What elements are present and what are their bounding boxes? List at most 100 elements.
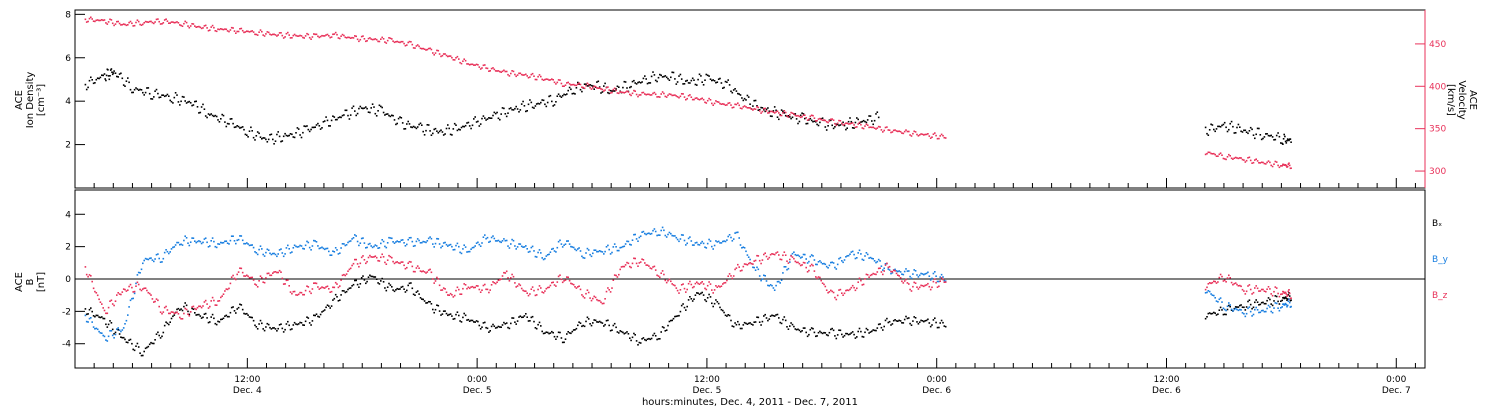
b-point-B_z (738, 266, 740, 268)
b-point-Bₓ (568, 332, 571, 334)
b-point-B_z (497, 279, 500, 282)
b-point-B_z (541, 291, 543, 293)
density-point (453, 122, 456, 125)
velocity-tick-label: 350 (1429, 125, 1446, 135)
b-point-B_y (717, 240, 720, 243)
b-point-B_z (722, 283, 724, 285)
b-point-B_z (882, 273, 884, 276)
b-point-B_z (815, 276, 817, 278)
b-point-B_z (597, 299, 600, 302)
b-point-B_y (146, 258, 148, 260)
b-point-Bₓ (708, 293, 710, 296)
b-point-B_z (575, 287, 578, 289)
b-point-B_z (125, 290, 128, 292)
b-point-B_z (660, 272, 662, 274)
b-point-Bₓ (144, 347, 147, 350)
density-point (738, 93, 740, 95)
b-point-B_y (787, 267, 790, 270)
b-point-B_z (553, 284, 556, 286)
b-point-Bₓ (419, 297, 422, 299)
b-point-Bₓ (330, 305, 333, 307)
velocity-point (270, 34, 273, 36)
b-point-Bₓ (821, 332, 824, 335)
density-point (90, 76, 92, 79)
density-point (111, 73, 114, 76)
density-point (745, 99, 747, 101)
b-point-B_y (489, 240, 491, 243)
b-point-B_y (739, 244, 742, 246)
b-point-B_z (486, 288, 489, 291)
b-point-B_y (579, 250, 582, 252)
b-point-Bₓ (719, 306, 721, 309)
density-point (761, 107, 764, 109)
b-point-B_z (466, 287, 468, 290)
b-point-B_y (918, 274, 921, 277)
density-point (832, 127, 835, 130)
b-point-B_z (613, 274, 616, 276)
b-point-Bₓ (1256, 301, 1259, 303)
density-point (344, 109, 347, 112)
b-point-B_y (277, 253, 279, 255)
b-point-B_z (98, 298, 100, 301)
b-point-Bₓ (92, 315, 95, 317)
density-point (132, 91, 134, 94)
b-point-B_z (410, 261, 412, 263)
b-point-Bₓ (117, 329, 119, 331)
b-point-B_z (170, 311, 173, 313)
b-point-B_y (597, 250, 600, 253)
b-point-B_z (1263, 290, 1266, 292)
b-point-B_y (839, 256, 842, 259)
b-point-Bₓ (934, 317, 936, 319)
density-point (334, 118, 337, 121)
b-point-Bₓ (613, 322, 616, 325)
velocity-point (601, 88, 604, 91)
density-point (780, 109, 783, 111)
density-point (113, 70, 115, 72)
velocity-point (330, 36, 333, 38)
b-point-B_y (1287, 300, 1290, 302)
b-point-B_z (895, 272, 898, 275)
density-point (716, 81, 719, 83)
b-point-B_z (767, 258, 769, 260)
b-point-B_y (163, 251, 166, 254)
b-point-B_z (680, 284, 683, 286)
b-point-B_y (494, 240, 497, 242)
density-point (448, 127, 450, 130)
b-point-B_y (434, 242, 437, 245)
b-point-Bₓ (862, 336, 865, 338)
b-point-B_z (392, 260, 394, 263)
b-point-Bₓ (575, 327, 578, 330)
density-point (876, 111, 879, 113)
velocity-point (798, 115, 801, 118)
velocity-point (430, 48, 433, 51)
b-point-B_y (646, 232, 649, 235)
b-point-B_z (1241, 288, 1244, 291)
b-point-B_y (534, 255, 537, 258)
density-point (865, 121, 868, 124)
density-point (871, 120, 873, 122)
density-point (1251, 128, 1253, 131)
b-point-B_z (375, 256, 378, 259)
velocity-point (1236, 157, 1238, 159)
b-point-Bₓ (691, 300, 694, 302)
density-point (184, 100, 186, 102)
density-point (475, 121, 478, 123)
velocity-point (1249, 159, 1252, 162)
density-point (694, 83, 697, 86)
density-point (686, 79, 688, 82)
b-point-Bₓ (615, 326, 617, 329)
b-point-B_y (535, 256, 538, 258)
b-point-B_z (235, 278, 237, 281)
velocity-point (1255, 158, 1257, 160)
velocity-point (1273, 163, 1275, 165)
b-point-B_y (671, 234, 673, 237)
b-point-B_y (147, 258, 150, 261)
b-point-Bₓ (131, 342, 133, 345)
b-point-Bₓ (466, 319, 468, 321)
b-point-B_z (795, 261, 798, 264)
velocity-point (125, 24, 128, 27)
b-point-Bₓ (847, 333, 850, 336)
b-point-B_y (408, 237, 411, 239)
b-point-B_y (172, 246, 174, 249)
density-point (790, 117, 792, 120)
